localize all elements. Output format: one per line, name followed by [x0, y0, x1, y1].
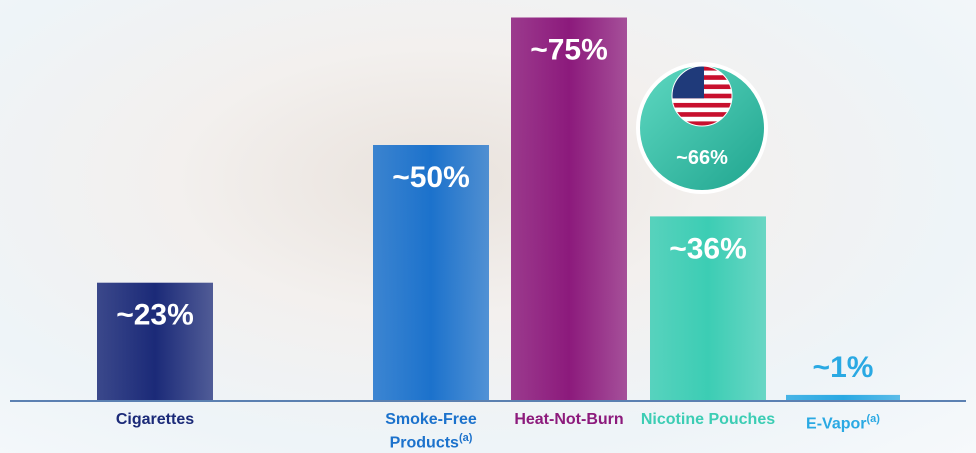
category-text: E-Vapor [806, 415, 866, 432]
value-label: ~75% [530, 34, 608, 67]
category-text: Nicotine Pouches [641, 411, 775, 428]
value-label: ~23% [116, 299, 194, 332]
plot: ~23% ~50% ~75% ~36% ~1% ~66% [0, 0, 976, 453]
flag-stripe [672, 103, 732, 108]
category-text: Cigarettes [116, 411, 194, 428]
bar [786, 395, 900, 400]
category-label: Heat-Not-Burn [501, 410, 637, 429]
footnote-marker: (a) [459, 432, 472, 444]
footnote-marker: (a) [867, 413, 880, 425]
value-label: ~36% [669, 232, 747, 265]
category-label: Smoke-Free Products(a) [363, 410, 499, 452]
annotation-label: ~66% [676, 147, 728, 169]
category-label: Cigarettes [87, 410, 223, 429]
category-text: Heat-Not-Burn [514, 411, 623, 428]
flag-stripe [672, 108, 732, 113]
category-label: Nicotine Pouches [640, 410, 776, 429]
chart: ~23% ~50% ~75% ~36% ~1% ~66% Cigarettes Smoke-… [0, 0, 976, 453]
value-label: ~50% [392, 161, 470, 194]
flag-stripe [672, 98, 732, 103]
value-label: ~1% [813, 351, 874, 384]
flag-stripe [672, 112, 732, 117]
category-label: E-Vapor(a) [776, 410, 910, 433]
bar [511, 18, 627, 401]
